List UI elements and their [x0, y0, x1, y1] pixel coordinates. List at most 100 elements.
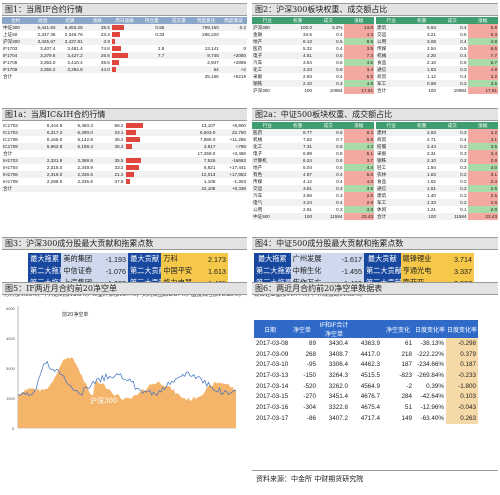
table-row: 商贸 2.71 0.4 4.1 — [376, 136, 498, 143]
fig1-cell: 2.8 — [157, 45, 165, 51]
table-row: 电气 3.24 0.4 2.9 — [252, 199, 374, 206]
fig4-cell: 赣锋锂业 — [400, 253, 438, 265]
table-row: 建材 2.83 0.3 3.2 — [376, 129, 498, 136]
fig2-title: 图2：沪深300板块权重、成交额占比 — [252, 3, 498, 16]
fig2a-left-cell: 化工 — [252, 143, 283, 150]
fig2a-right-cell: 2.0 — [467, 206, 498, 213]
fig2-left-cell: 钢铁 — [252, 80, 283, 87]
fig6-cell: 3451.4 — [328, 393, 348, 401]
fig6-cell: 218 — [401, 350, 412, 358]
fig2a-left-cell: 交运 — [252, 185, 283, 192]
fig6-cell: 0.187 — [446, 359, 478, 371]
fig2-right-cell: 1.83 — [406, 66, 437, 73]
fig2a-left-cell: 3.8 — [343, 206, 374, 213]
table-row: 中证300 6,441.83 6,483.25 35.5 0.55 799,150 0.2 — [2, 24, 247, 31]
fig2a-left-cell: 8.2 — [343, 129, 374, 136]
fig1-cell: 3,481.4 — [67, 45, 83, 51]
fig2a-right-cell: 合计 — [376, 213, 407, 220]
fig6-cell: -12.96% — [420, 403, 444, 411]
fig4-cell: 第二大拖累 — [254, 265, 291, 277]
fig2a-title: 图2a：中证500板块权重、成交额占比 — [252, 108, 498, 121]
fig6-cell: 2017-03-15 — [256, 393, 289, 401]
fig1a-cell: 22,750 — [216, 129, 247, 136]
fig2-left-cell: 沪深300 — [253, 87, 270, 93]
fig2a-right-cell: 0.2 — [437, 171, 468, 178]
fig1a-cell: IH1704 — [3, 164, 18, 170]
table-row: IF1704 3,379.8 3,427.2 26.6 7.7 9,745 +2080 — [2, 52, 247, 59]
fig1-cell — [84, 73, 111, 80]
fig4-note: 赣锋锂业基涨14.77%，广州发展跌11.65%。 — [254, 292, 366, 298]
table-row: 采掘 2.83 0.4 5.5 — [252, 73, 374, 80]
fig1-cell — [111, 31, 138, 38]
fig2-left-cell: 化工 — [252, 66, 283, 73]
fig2-right-cell: 0.4 — [460, 73, 467, 79]
fig1-cell: 0 — [243, 45, 246, 51]
fig2a-left-cell: 0.7 — [336, 136, 343, 142]
fig2-left-cell: 14.8 — [343, 24, 374, 31]
fig1-cell — [165, 73, 192, 80]
fig2a-right-cell: 100 — [406, 213, 437, 220]
fig2a-left-cell: 0.4 — [313, 199, 344, 206]
table-row: 建筑 1.40 0.2 2.5 — [376, 192, 498, 199]
fig1a-cell — [155, 185, 186, 192]
fig2a-left-cell: 4.4 — [343, 164, 374, 171]
fig4-cell: 亨通光电 — [400, 265, 438, 277]
fig1a-cell: 1,108 — [203, 178, 216, 184]
fig6-cell: -304 — [303, 403, 316, 411]
fig1-cell: 3,363.0 — [40, 59, 56, 65]
table-row: 军工 0.98 0.2 3.5 — [376, 80, 498, 87]
fig2-left-cell: 7.3 — [343, 52, 374, 59]
fig2a-left-cell: 4.87 — [282, 171, 313, 178]
fig2a-right-cell: 1.40 — [427, 192, 436, 198]
fig1-cell — [110, 52, 139, 59]
table-row: IC1709 5,962.8 6,198.4 35.2 3,817 +796 — [2, 143, 247, 150]
fig6-cell: 2017-03-17 — [256, 414, 289, 422]
fig2-left-cell: 2.83 — [303, 73, 312, 79]
fig1-cell: +2080 — [219, 52, 247, 59]
fig2a-right-cell: 3.2 — [467, 129, 498, 136]
fig6-cell: -234.66% — [417, 361, 444, 369]
fig1-cell: 35.5 — [100, 59, 110, 65]
fig2-left-cell: 3.5 — [343, 45, 374, 52]
fig2-right-cell: 7.7 — [467, 52, 498, 59]
fig2a-left-cell: 3.6 — [343, 185, 374, 192]
fig2-right-cell: 行业 — [376, 17, 407, 24]
table-row: 通信 1.51 0.2 2.6 — [376, 185, 498, 192]
fig4-cell: 中粮生化 — [290, 265, 328, 277]
fig1a-cell: 22,108 — [185, 185, 217, 192]
fig1a-cell: 6,444.8 — [46, 122, 63, 128]
fig1-cell — [138, 73, 165, 80]
fig1-change-bar — [111, 38, 115, 44]
fig4-cell: 3.337 — [437, 265, 474, 277]
fig2a-left-cell: 4.12 — [303, 178, 312, 184]
fig1-change-bar — [111, 24, 124, 30]
fig6-cell: 2017-03-13 — [256, 371, 289, 379]
fig4-cell: 最大拖累 — [254, 253, 291, 265]
fig1a-cell: -16663 — [216, 157, 247, 164]
fig2-right-cell: 0.5 — [460, 31, 467, 37]
fig1-header-cell: 结算 — [56, 17, 84, 24]
fig2a-left-cell: 中证500 — [252, 213, 283, 220]
fig1a-cell: 合计 — [2, 185, 33, 192]
fig2a-right-cell: 1.21 — [427, 206, 436, 212]
table-row: 第二大拖累 中粮生化 -1.455 第二大贡献 亨通光电 3.337 — [254, 265, 474, 277]
fig1a-cell: 3,817 — [185, 143, 217, 150]
table-row: IC1704 6,317.2 6,290.0 23.1 6,503.0 22,750 — [2, 129, 247, 136]
fig1a-table: IC1703 6,444.8 6,460.3 56.2 13,107 +6,900 IC17… — [2, 122, 247, 192]
fig2-right-cell: 交运 — [377, 31, 387, 37]
fig1a-cell — [125, 122, 156, 129]
source-divider — [252, 470, 498, 471]
fig1a-cell: 2,368.8 — [63, 157, 94, 164]
fig1-cell — [110, 38, 139, 45]
fig6-cell: 2017-03-10 — [256, 361, 289, 369]
fig2a-left-cell: 6.24 — [282, 157, 313, 164]
fig2a-left-cell: 100 — [282, 213, 313, 220]
fig2-right-cell: 合计 — [377, 87, 387, 93]
svg-text:1500: 1500 — [6, 396, 16, 401]
table-row: 轻工 1.94 0.3 3.0 — [376, 164, 498, 171]
fig1-cell — [165, 31, 192, 38]
fig1-cell: 3.9 — [83, 38, 111, 45]
fig6-cell: 2017-03-14 — [256, 382, 289, 390]
fig2a-right-cell: 0.2 — [460, 178, 467, 184]
fig6-cell: 3408.7 — [328, 350, 348, 358]
